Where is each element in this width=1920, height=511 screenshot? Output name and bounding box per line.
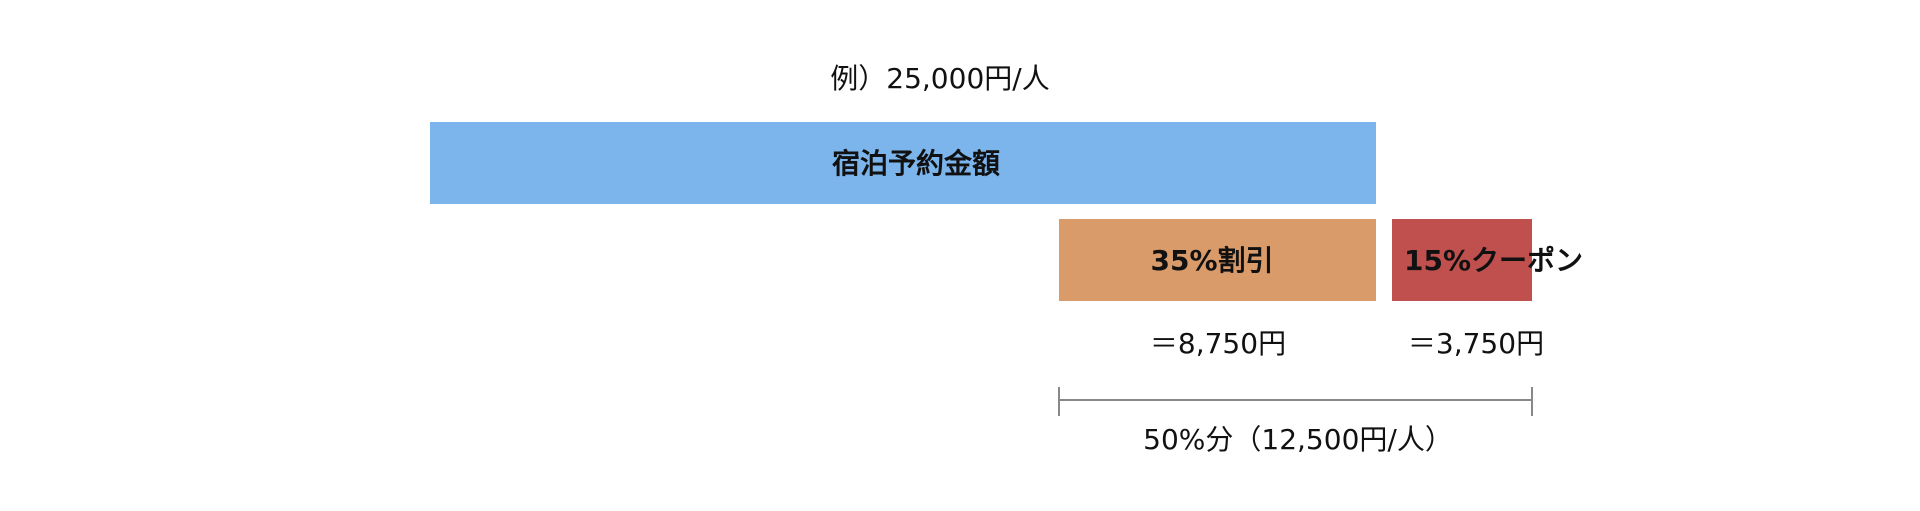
coupon-bar	[1392, 219, 1532, 301]
discount-amount: ＝8,750円	[1150, 327, 1286, 360]
example-price: 例）25,000円/人	[830, 62, 1049, 95]
booking-label: 宿泊予約金額	[832, 147, 1000, 180]
coupon-amount: ＝3,750円	[1408, 327, 1544, 360]
bracket	[1058, 387, 1533, 416]
booking-bar	[430, 122, 1376, 204]
coupon-label: 15%クーポン	[1404, 244, 1583, 277]
discount-label: 35%割引	[1150, 244, 1273, 277]
total-label: 50%分（12,500円/人）	[1143, 423, 1453, 456]
discount-bar	[1059, 219, 1376, 301]
